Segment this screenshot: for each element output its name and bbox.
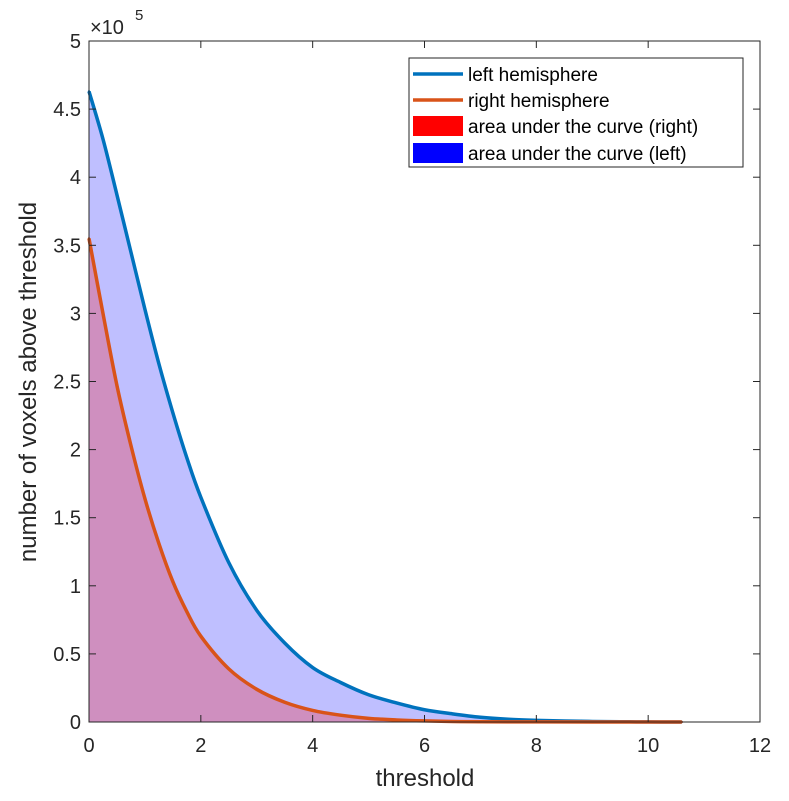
data-point (255, 688, 258, 691)
data-point (339, 681, 342, 684)
area-fill-right (89, 238, 682, 723)
legend-label-right-hemisphere: right hemisphere (468, 91, 610, 112)
legend-box (408, 57, 744, 168)
data-point (227, 667, 230, 671)
y-exponent-label: ×10 5 (90, 7, 143, 39)
data-point (479, 716, 482, 719)
x-tick-label: 4 (307, 735, 318, 757)
x-tick-label: 12 (749, 735, 771, 757)
data-point (101, 312, 105, 315)
data-point (185, 610, 189, 613)
legend-label-left-hemisphere: left hemisphere (468, 65, 598, 86)
data-point (507, 718, 510, 721)
y-tick-label: 0 (70, 712, 81, 734)
data-point (283, 641, 286, 645)
legend: left hemisphere right hemisphere area unde… (408, 57, 744, 168)
y-tick-label: 4.5 (53, 99, 81, 121)
data-point (283, 701, 286, 704)
y-tick-label: 2 (70, 440, 81, 462)
x-tick-label: 6 (419, 735, 430, 757)
data-point (115, 384, 119, 387)
data-point (311, 709, 314, 712)
data-point (339, 713, 342, 717)
data-point (395, 718, 398, 722)
x-tick-label: 8 (531, 735, 542, 757)
legend-swatch-area-under-the-curve-left (413, 143, 463, 163)
y-tick-label: 4 (70, 167, 81, 189)
y-tick-label: 2.5 (53, 372, 81, 394)
data-point (367, 717, 370, 720)
legend-label-area-under-the-curve-right: area under the curve (right) (468, 117, 698, 138)
data-point (395, 701, 398, 705)
y-tick-label: 3.5 (53, 235, 81, 257)
data-point (255, 609, 258, 612)
data-point (101, 137, 105, 141)
y-tick-label: 3 (70, 303, 81, 325)
y-tick-label: 1.5 (53, 508, 81, 530)
data-point (171, 580, 175, 583)
data-point (171, 411, 175, 415)
data-point (311, 666, 314, 669)
y-exponent-power: 5 (135, 7, 143, 24)
data-point (367, 693, 370, 696)
x-axis-ticks: 0 2 4 6 8 10 12 (83, 41, 771, 757)
y-tick-label: 5 (70, 31, 81, 53)
data-point (143, 308, 147, 311)
x-axis-label: threshold (376, 765, 475, 792)
data-point (115, 193, 119, 197)
data-point (129, 250, 133, 254)
y-tick-label: 0.5 (53, 644, 81, 666)
data-point (199, 496, 203, 499)
data-point (157, 542, 161, 545)
data-point (157, 362, 161, 365)
area-fills (89, 91, 682, 723)
data-point (129, 444, 133, 447)
data-point (423, 708, 426, 711)
data-point (227, 561, 230, 564)
y-tick-label: 1 (70, 576, 81, 598)
legend-label-area-under-the-curve-left: area under the curve (left) (468, 144, 687, 165)
data-point (451, 712, 454, 716)
y-axis-ticks: 0 0.5 1 1.5 2 2.5 3 3.5 4 4.5 5 (53, 31, 760, 734)
y-axis-label: number of voxels above threshold (15, 202, 42, 562)
x-tick-label: 10 (637, 735, 659, 757)
area-fill-left (89, 91, 682, 722)
data-point (185, 456, 189, 459)
y-exponent-base: ×10 (90, 17, 124, 39)
data-point (143, 497, 147, 500)
data-point (199, 634, 203, 638)
legend-swatch-area-under-the-curve-right (413, 116, 463, 136)
x-tick-label: 0 (83, 735, 94, 757)
x-tick-label: 2 (195, 735, 206, 757)
